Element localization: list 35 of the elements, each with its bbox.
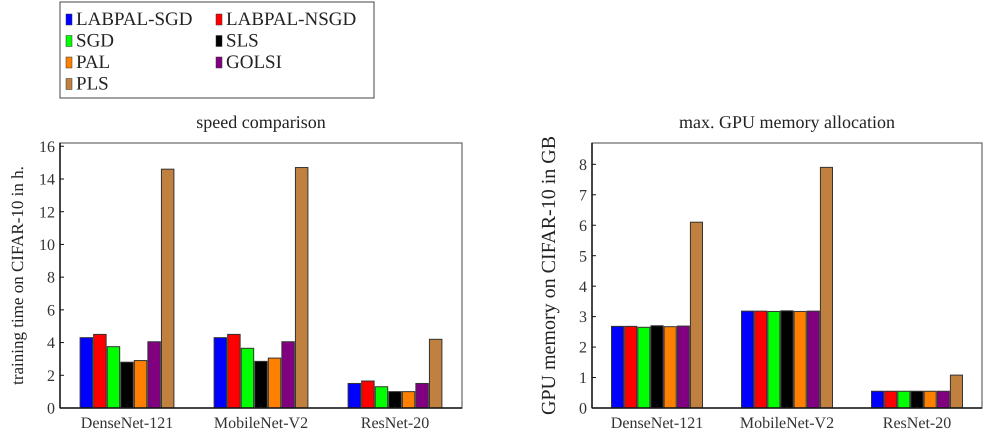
y-tick-label: 0 xyxy=(47,400,55,418)
y-tick-label: 3 xyxy=(579,309,587,326)
y-tick-label: 0 xyxy=(579,400,587,418)
legend-label: SGD xyxy=(76,30,114,52)
legend-label: LABPAL-SGD xyxy=(76,9,192,30)
legend-label: PAL xyxy=(76,52,110,73)
y-tick-label: 6 xyxy=(579,218,587,235)
y-tick-label: 4 xyxy=(47,335,55,352)
y-axis-title: GPU memory on CIFAR-10 in GB xyxy=(538,136,560,416)
x-tick-label: ResNet-20 xyxy=(360,415,430,432)
x-tick-label: DenseNet-121 xyxy=(80,415,174,432)
y-tick-label: 1 xyxy=(579,370,587,388)
y-tick-label: 14 xyxy=(39,172,55,189)
y-tick-label: 2 xyxy=(579,340,587,357)
x-tick-label: MobileNet-V2 xyxy=(214,415,308,432)
y-tick-label: 10 xyxy=(39,237,55,254)
y-tick-label: 8 xyxy=(47,270,55,287)
chart-title: speed comparison xyxy=(196,112,326,132)
x-tick-label: DenseNet-121 xyxy=(610,415,704,432)
y-tick-label: 2 xyxy=(47,368,55,385)
legend-label: PLS xyxy=(76,74,109,94)
y-tick-label: 4 xyxy=(579,278,587,296)
y-tick-label: 12 xyxy=(39,204,55,222)
legend-label: GOLSI xyxy=(226,52,282,73)
y-tick-label: 6 xyxy=(47,302,55,320)
y-tick-label: 5 xyxy=(579,248,587,266)
x-tick-label: ResNet-20 xyxy=(882,415,952,432)
y-tick-label: 16 xyxy=(39,138,55,156)
y-axis-title: training time on CIFAR-10 in h. xyxy=(8,166,27,385)
legend-label: SLS xyxy=(226,30,259,52)
x-tick-label: MobileNet-V2 xyxy=(740,415,834,432)
chart-title: max. GPU memory allocation xyxy=(679,112,895,132)
y-tick-label: 8 xyxy=(579,156,587,174)
y-tick-label: 7 xyxy=(579,187,587,204)
legend-label: LABPAL-NSGD xyxy=(226,9,356,30)
